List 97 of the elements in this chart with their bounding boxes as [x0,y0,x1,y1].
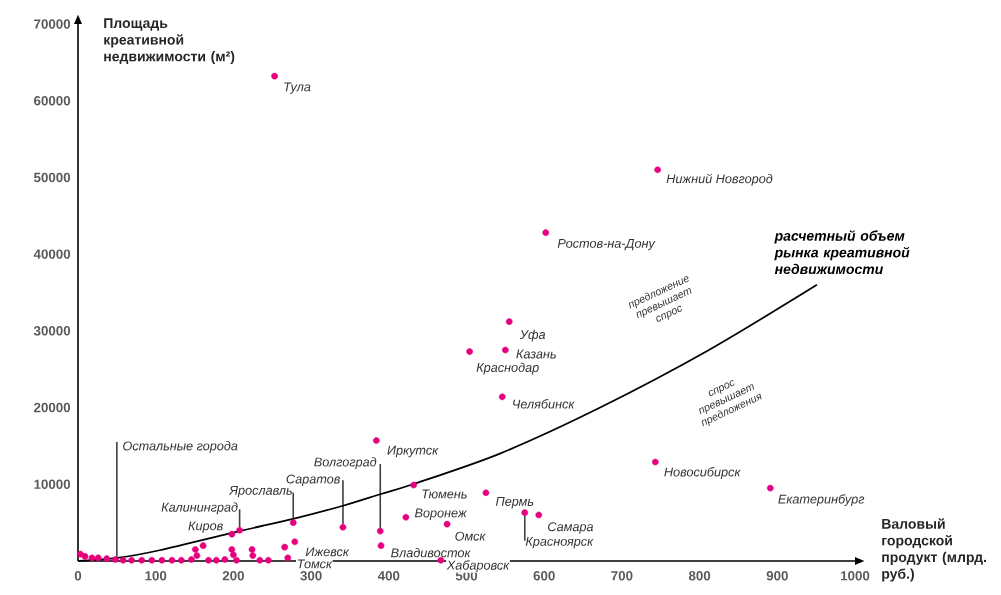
x-tick-label: 700 [611,571,633,581]
annotation: Челябинск [513,399,575,409]
point [228,530,236,538]
point [88,554,96,562]
y-tick-label: 60000 [34,95,71,106]
point [482,489,490,497]
point [199,542,207,549]
point [212,556,220,564]
annotation: Иркутск [387,445,439,458]
y-tick-label: 30000 [33,326,71,336]
point [138,556,146,564]
point [535,511,543,519]
point [766,484,774,492]
point [373,437,380,444]
x-tick-label: 100 [145,571,167,581]
point [158,556,166,564]
point [271,72,278,80]
point [233,556,240,564]
point [256,556,264,564]
annotation: Омск [455,531,486,541]
annotation: Остальные города [123,441,238,453]
annotation: Воронеж [414,508,468,520]
point [521,509,529,516]
annotation: Краснодар [476,362,539,375]
x-tick-label: 600 [533,571,555,581]
point [289,519,297,526]
annotation: Тюмень [422,489,467,499]
point [119,556,127,564]
x-tick-label: 1000 [841,571,870,581]
point [103,555,111,563]
point [221,556,229,563]
point [542,229,550,236]
annotation: Хабаровск [446,560,510,573]
point [236,526,243,534]
y-tick-label: 50000 [33,172,71,183]
annotation: Казань [516,349,556,359]
x-tick-label: 200 [222,571,244,581]
point [265,556,272,564]
annotation: Ярославль [228,485,292,498]
point [168,556,176,564]
point [443,520,451,528]
annotation: Калининград [161,502,238,515]
x-tick-label: 800 [688,571,711,581]
point [148,556,156,564]
point [111,556,119,563]
point [94,554,102,562]
annotation: Ростов-на-Дону [557,238,656,251]
point [502,346,509,354]
x-tick-label: 900 [766,571,788,581]
point [248,546,256,553]
point [402,513,410,521]
point [339,523,347,531]
point [466,348,473,355]
point [651,458,659,466]
y-axis-title: Площадь креативной недвижимости (м²) [104,18,235,65]
annotation: Самара [548,522,594,534]
annotation: Волгоград [314,457,377,469]
annotation: Пермь [495,497,534,509]
point [410,481,417,489]
y-tick-label: 10000 [34,479,71,489]
point [128,556,135,564]
x-tick-label: 400 [377,571,400,581]
annotation: Саратов [286,474,340,486]
annotation: Киров [188,521,223,533]
point [249,552,257,559]
x-axis-title: Валовый городской продукт (млрд. руб.) [882,518,986,582]
point [376,527,384,535]
point [230,551,237,559]
x-tick-label: 300 [300,571,322,581]
point [284,554,292,562]
point [654,166,661,174]
point [377,542,385,549]
point [188,556,195,563]
annotation: Тула [284,82,311,94]
point [193,552,201,559]
point [291,538,299,546]
y-tick-label: 70000 [34,19,71,29]
point [498,393,506,401]
x-tick-label: 0 [74,571,82,581]
annotation: Владивосток [391,547,471,558]
text: расчетный объем рынка креативной недвижимости [774,230,910,275]
annotation: Красноярск [525,536,594,549]
point [505,318,513,325]
annotation: Нижний Новгород [666,173,773,186]
point [178,556,185,564]
annotation: Новосибирск [664,467,741,479]
point [191,546,199,553]
y-tick-label: 40000 [33,249,71,259]
point [228,546,236,553]
point [81,553,89,560]
annotation: Екатеринбург [778,494,865,507]
annotation: Ижевск [305,547,350,557]
point [205,556,212,564]
annotation: Уфа [519,329,546,342]
point [281,543,289,551]
annotation: Томск [297,559,333,569]
y-tick-label: 20000 [34,402,71,413]
